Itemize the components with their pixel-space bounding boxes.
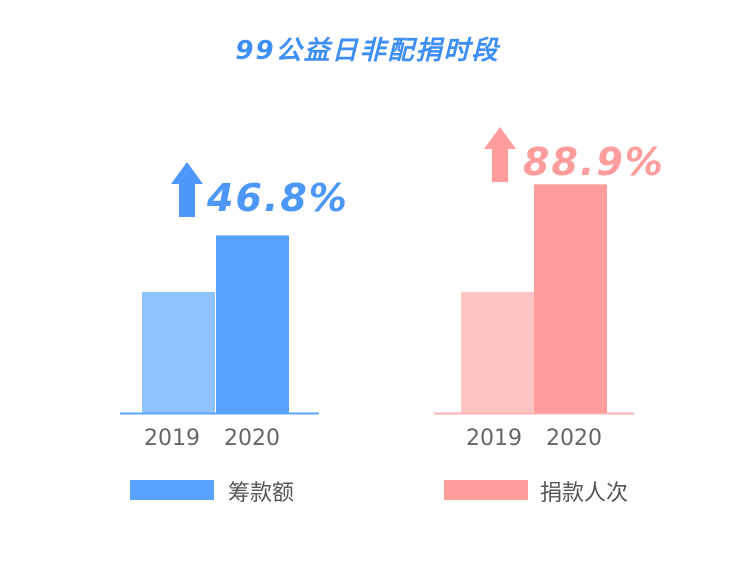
bar-2019-donors [461,292,534,413]
tick-label-2020-funding: 2020 [224,426,280,451]
legend-label-donors: 捐款人次 [540,481,629,506]
chart-title: 99公益日非配捐时段 [235,36,500,66]
up-arrow-icon [484,127,516,182]
bar-2020-funding [216,235,289,413]
up-arrow-icon [171,162,203,217]
legend-label-funding: 筹款额 [228,481,295,506]
tick-label-2019-donors: 2019 [466,426,522,451]
tick-label-2019-funding: 2019 [144,426,200,451]
bar-2020-donors [534,184,607,413]
bar-2019-funding [142,292,215,413]
legend-swatch-funding [130,480,214,500]
legend-swatch-donors [444,480,528,500]
funding-change-label: 46.8% [207,176,349,220]
tick-label-2020-donors: 2020 [546,426,602,451]
donors-change-label: 88.9% [523,140,665,184]
